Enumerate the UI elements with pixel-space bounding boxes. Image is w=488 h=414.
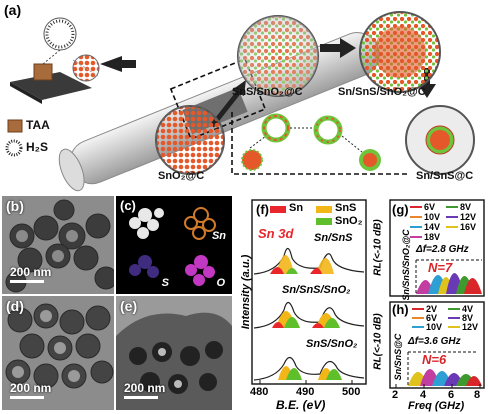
stage-sno2-label: SnO₂@C [158,170,205,182]
rl-g-sample: Sn/SnS/SnO₂@C [401,229,411,300]
rl-g-legend-10v: 10V [424,212,441,222]
rl-g-legend-lines [410,206,458,238]
xps-curve-3-label: SnS/SnO₂ [306,338,358,350]
schematic-drawing [5,11,475,192]
eds-label-s: S [161,277,169,289]
rl-h-legend-8v: 8V [462,313,474,323]
tem-image-b: (b) 200 nm [2,196,114,294]
rl-h-legend-4v: 4V [462,304,474,314]
scale-bar-e [124,396,158,399]
rl-g-legend-6v: 6V [424,202,436,212]
xps-curve-1-label: Sn/SnS [314,232,353,244]
process-dashed-path [231,112,410,175]
rl-g-legend-18v: 18V [424,232,441,242]
scale-bar-b [10,280,44,283]
rl-h-legend-2v: 2V [426,304,438,314]
rl-h-legend-12v: 12V [462,322,479,332]
rl-g-ylabel: RL(<-10 dB) [372,219,384,276]
tem-image-d: (d) 200 nm [2,296,114,410]
rl-g-n-label: N=7 [428,260,453,275]
tem-image-e: (e) 200 nm [116,296,232,410]
rl-h-peaks [408,369,482,386]
panel-label-a: (a) [4,2,22,18]
xps-tick-500: 500 [342,386,361,398]
rl-h-n-label: N=6 [422,352,447,367]
schematic-panel: (a) [0,0,488,195]
panel-label-c: (c) [120,198,136,213]
xps-curve-2 [253,301,365,329]
reagent-taa-label: TAA [26,118,50,132]
eds-label-o: O [216,277,225,289]
rl-chart-g: (g) 6V 10V 14V 18V 8V 12V 16V Δf=2.8 GHz… [372,196,488,300]
scale-text-b: 200 nm [10,265,52,279]
panel-label-h: (h) [392,302,409,317]
eds-map-s: S [119,246,173,291]
panel-label-e: (e) [120,298,138,314]
rl-g-legend-14v: 14V [424,222,441,232]
xps-tick-480: 480 [250,386,269,398]
scale-bar-d [10,396,44,399]
eds-map-overview [119,199,173,244]
xps-curve-1 [253,247,365,275]
eds-map-sn: Sn [175,199,229,244]
rl-h-bandwidth: Δf=3.6 GHz [408,336,461,347]
rl-g-peaks [416,273,482,294]
arrow-down [418,68,436,98]
rl-h-legend-6v: 6V [426,313,438,323]
eds-label-sn: Sn [211,230,226,242]
rl-h-legend-lines [412,308,460,328]
xps-tick-490: 490 [296,386,315,398]
arrow-right [320,38,356,58]
xps-legend-swatch-sno2 [316,218,332,225]
eds-map-o: O [175,246,229,291]
xps-legend-sno2: SnO₂ [335,215,363,227]
panel-label-d: (d) [6,298,24,314]
boat-plate [10,72,92,100]
rl-g-legend-8v: 8V [460,202,472,212]
rl-chart-h: (h) 2V 6V 10V 4V 8V 12V Δf=3.6 GHz N=6 S… [372,300,488,414]
process-particles [241,113,381,171]
cage-sno2 [155,105,225,175]
xps-legend-sn: Sn [289,202,304,214]
rl-h-ylabel: RL(<-10 dB) [372,313,384,370]
panel-label-b: (b) [6,198,24,214]
cage-sn-sns-sno2 [359,11,441,93]
xps-legend-sns: SnS [335,202,357,214]
xps-chart: (f) Sn SnS SnO₂ Sn 3d Sn/SnS Sn/SnS/SnO₂… [236,196,370,412]
xps-region-label: Sn 3d [258,226,294,241]
rl-g-bandwidth: Δf=2.8 GHz [416,244,469,255]
rl-h-xlabel: Freq (GHz) [408,400,465,412]
rl-h-tick-2: 2 [392,389,399,401]
reagent-h2s-label: H₂S [26,140,49,154]
stage-sn-sns-sno2-label: Sn/SnS/SnO₂@C [338,86,426,98]
rl-h-tick-4: 4 [420,389,427,401]
stage-sns-sno2-label: SnS/SnO₂@C [232,86,303,98]
xps-curve-3 [253,356,365,381]
xps-curve-2-label: Sn/SnS/SnO₂ [282,284,351,296]
rl-h-sample: Sn/SnS@C [393,333,403,381]
cage-sn-sns [405,105,475,175]
rl-g-legend-16v: 16V [460,222,477,232]
cage-sns-sno2 [237,15,319,97]
rl-h-legend-10v: 10V [426,322,443,332]
rl-h-tick-8: 8 [474,389,481,401]
xps-xlabel: B.E. (eV) [276,398,326,412]
stage-sn-sns-label: Sn/SnS@C [416,170,474,182]
xps-ylabel: Intensity (a.u.) [240,254,252,330]
eds-map-panel: Sn S O (c) [116,196,232,294]
rl-g-legend-12v: 12V [460,212,477,222]
xps-legend-swatch-sns [316,206,332,213]
xps-legend-swatch-sn [270,206,286,213]
scale-text-d: 200 nm [10,381,52,395]
arrow-left [100,56,136,72]
rl-h-tick-6: 6 [448,389,455,401]
scale-text-e: 200 nm [124,381,166,395]
panel-label-g: (g) [392,202,409,217]
panel-label-f: (f) [256,202,269,217]
